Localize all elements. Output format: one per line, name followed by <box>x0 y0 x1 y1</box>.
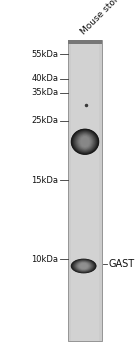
Ellipse shape <box>80 136 90 147</box>
Ellipse shape <box>73 130 97 153</box>
Ellipse shape <box>73 260 94 272</box>
Ellipse shape <box>78 262 89 270</box>
Ellipse shape <box>79 135 91 148</box>
Ellipse shape <box>73 131 97 153</box>
Ellipse shape <box>71 129 99 155</box>
Ellipse shape <box>73 131 97 153</box>
Ellipse shape <box>74 132 96 152</box>
Ellipse shape <box>74 131 96 153</box>
Ellipse shape <box>78 134 92 149</box>
Text: 40kDa: 40kDa <box>31 74 58 83</box>
Ellipse shape <box>71 259 97 273</box>
Ellipse shape <box>71 129 99 154</box>
Ellipse shape <box>81 136 89 147</box>
Text: Mouse stomach: Mouse stomach <box>79 0 135 37</box>
Ellipse shape <box>78 134 92 149</box>
Ellipse shape <box>74 260 93 272</box>
Ellipse shape <box>76 261 92 271</box>
Ellipse shape <box>78 134 92 149</box>
Ellipse shape <box>76 133 94 151</box>
Bar <box>71 40 99 341</box>
Ellipse shape <box>79 135 91 148</box>
Ellipse shape <box>77 262 90 270</box>
Text: 35kDa: 35kDa <box>31 88 58 97</box>
Ellipse shape <box>77 134 93 150</box>
Ellipse shape <box>77 133 93 150</box>
Ellipse shape <box>74 260 93 272</box>
Ellipse shape <box>76 261 91 271</box>
Ellipse shape <box>73 130 97 153</box>
Text: GAST: GAST <box>109 259 135 269</box>
Ellipse shape <box>76 133 94 151</box>
Ellipse shape <box>78 135 92 149</box>
Ellipse shape <box>75 261 92 271</box>
Ellipse shape <box>73 260 95 272</box>
Ellipse shape <box>74 131 96 152</box>
Ellipse shape <box>75 132 95 152</box>
Ellipse shape <box>72 130 98 154</box>
Ellipse shape <box>75 260 93 272</box>
Ellipse shape <box>75 132 95 152</box>
Text: 15kDa: 15kDa <box>31 176 58 185</box>
Ellipse shape <box>78 262 90 270</box>
Ellipse shape <box>79 263 88 269</box>
Ellipse shape <box>78 262 89 270</box>
Ellipse shape <box>76 261 91 271</box>
Ellipse shape <box>76 133 94 150</box>
Ellipse shape <box>72 130 98 154</box>
Ellipse shape <box>80 263 88 269</box>
Ellipse shape <box>72 259 95 273</box>
Text: 10kDa: 10kDa <box>31 254 58 264</box>
Ellipse shape <box>71 259 96 273</box>
Ellipse shape <box>77 261 91 271</box>
Text: 55kDa: 55kDa <box>31 50 58 59</box>
Ellipse shape <box>73 260 94 272</box>
Ellipse shape <box>71 129 99 155</box>
Ellipse shape <box>79 135 91 148</box>
Ellipse shape <box>75 261 92 271</box>
Ellipse shape <box>71 259 96 273</box>
Ellipse shape <box>77 262 90 270</box>
Bar <box>68 40 102 341</box>
Ellipse shape <box>80 136 90 148</box>
Ellipse shape <box>72 130 98 154</box>
Bar <box>68 40 102 44</box>
Ellipse shape <box>79 262 89 270</box>
Ellipse shape <box>72 259 95 273</box>
Text: 25kDa: 25kDa <box>31 116 58 125</box>
Ellipse shape <box>75 132 95 151</box>
Ellipse shape <box>77 133 93 150</box>
Ellipse shape <box>79 263 88 269</box>
Ellipse shape <box>80 136 90 148</box>
Ellipse shape <box>72 259 95 273</box>
